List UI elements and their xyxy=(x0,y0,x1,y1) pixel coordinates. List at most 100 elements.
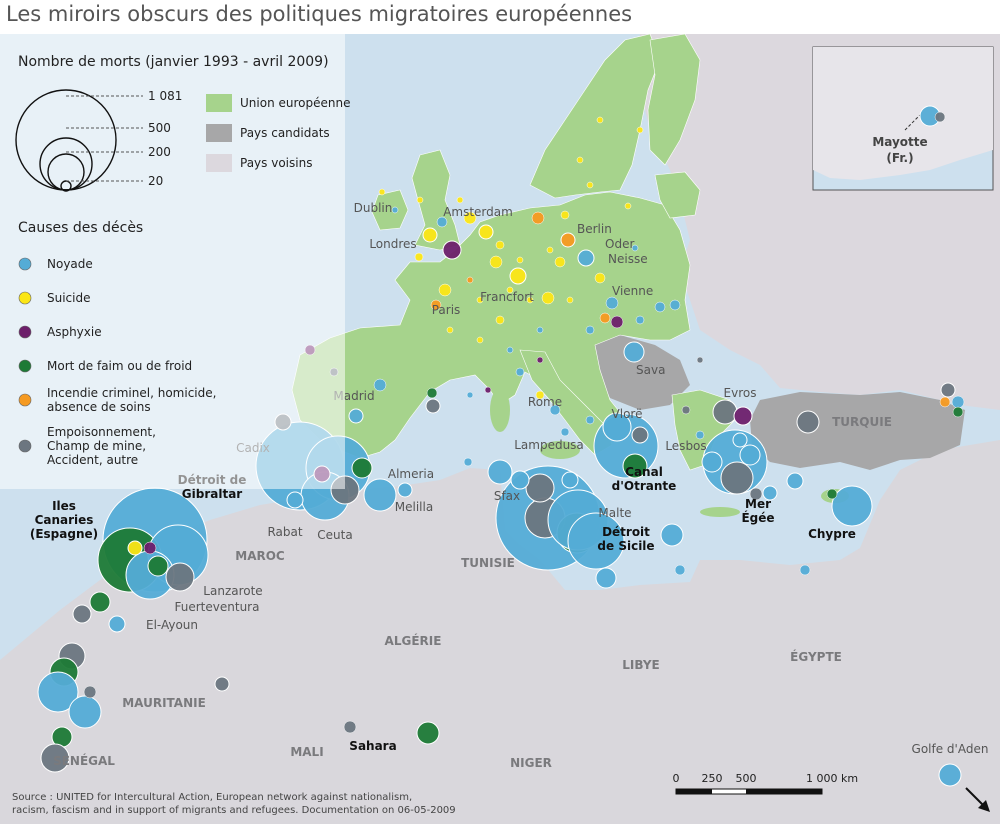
casualty-bubble-noyade xyxy=(695,430,705,440)
casualty-bubble-faim-froid xyxy=(826,488,838,500)
scale-tick-label: 0 xyxy=(673,772,680,785)
casualty-bubble-suicide xyxy=(594,272,606,284)
map-title: Les miroirs obscurs des politiques migra… xyxy=(6,2,633,26)
casualty-bubble-asphyxie xyxy=(143,541,157,555)
casualty-bubble-faim-froid xyxy=(416,721,440,745)
city-label-ceuta: Ceuta xyxy=(317,528,352,542)
casualty-bubble-incendie xyxy=(939,396,951,408)
casualty-bubble-empoisonnement xyxy=(525,473,555,503)
casualty-bubbles xyxy=(37,105,965,787)
casualty-bubble-noyade xyxy=(701,451,723,473)
casualty-bubble-suicide xyxy=(560,210,570,220)
casualty-bubble-empoisonnement xyxy=(40,743,70,773)
country-label-mauritanie: MAURITANIE xyxy=(122,696,206,710)
casualty-bubble-faim-froid xyxy=(147,555,169,577)
casualty-bubble-noyade xyxy=(466,391,474,399)
casualty-bubble-incendie xyxy=(599,312,611,324)
eu-baltics xyxy=(654,171,701,219)
north-arrow-icon xyxy=(965,787,990,812)
casualty-bubble-suicide xyxy=(476,336,484,344)
casualty-bubble-faim-froid xyxy=(622,453,648,479)
city-label-rabat: Rabat xyxy=(267,525,302,539)
casualty-bubble-empoisonnement xyxy=(72,604,92,624)
casualty-bubble-suicide xyxy=(516,256,524,264)
city-label-oder: Oder xyxy=(605,237,634,251)
casualty-bubble-asphyxie xyxy=(442,240,462,260)
hotspot-label-canal-d-otrante: Canal d'Otrante xyxy=(612,465,677,493)
casualty-bubble-suicide xyxy=(127,540,143,556)
casualty-bubble-suicide xyxy=(636,126,644,134)
casualty-bubble-noyade xyxy=(669,299,681,311)
source-line-1: Source : UNITED for Intercultural Action… xyxy=(12,792,412,803)
city-label-lanzarote: Lanzarote xyxy=(203,584,262,598)
city-label-vienne: Vienne xyxy=(612,284,653,298)
legend-zone-swatch-candidate xyxy=(206,124,232,142)
legend-cause-label-noyade: Noyade xyxy=(47,257,93,271)
country-label-tunisie: TUNISIE xyxy=(461,556,515,570)
scale-tick-label: 250 xyxy=(702,772,723,785)
casualty-bubble-faim-froid xyxy=(426,387,438,399)
casualty-bubble-noyade xyxy=(799,564,811,576)
city-label-el-ayoun: El-Ayoun xyxy=(146,618,198,632)
city-label-sfax: Sfax xyxy=(494,489,520,503)
hotspot-label-sahara: Sahara xyxy=(349,739,396,753)
casualty-bubble-suicide xyxy=(509,267,527,285)
africa-landmass xyxy=(0,440,1000,824)
city-label-francfort: Francfort xyxy=(480,290,534,304)
casualty-bubble-noyade xyxy=(674,564,686,576)
casualty-bubble-faim-froid xyxy=(351,457,373,479)
legend-cause-dot-noyade xyxy=(18,257,32,271)
legend-zone-label-eu: Union européenne xyxy=(240,96,350,110)
inset-label-fr: (Fr.) xyxy=(886,151,913,165)
inset-pointer xyxy=(904,114,921,131)
casualty-bubble-noyade xyxy=(654,301,666,313)
casualty-bubble-empoisonnement xyxy=(681,405,691,415)
source-line-2: racism, fascism and in support of migran… xyxy=(12,805,456,816)
legend-panel xyxy=(0,34,345,489)
casualty-bubble-incendie xyxy=(531,211,545,225)
city-label-londres: Londres xyxy=(369,237,416,251)
balkans-candidate xyxy=(590,335,690,410)
casualty-bubble-suicide xyxy=(422,227,438,243)
casualty-bubble-noyade xyxy=(436,216,448,228)
casualty-bubble-suicide xyxy=(438,283,452,297)
casualty-bubble-suicide xyxy=(495,315,505,325)
city-label-fuerteventura: Fuerteventura xyxy=(175,600,260,614)
casualty-bubble-suicide xyxy=(566,296,574,304)
eu-finland xyxy=(647,34,701,166)
city-label-almeria: Almeria xyxy=(388,467,434,481)
legend-cause-dot-faim-froid xyxy=(18,359,32,373)
scale-bar-segment xyxy=(676,789,712,794)
casualty-bubble-suicide xyxy=(446,326,454,334)
casualty-bubble-suicide xyxy=(624,202,632,210)
city-label-amsterdam: Amsterdam xyxy=(443,205,513,219)
legend-size-value: 200 xyxy=(148,145,171,159)
casualty-bubble-suicide xyxy=(378,188,386,196)
city-label-vlore: Vlorë xyxy=(612,407,643,421)
casualty-bubble-noyade xyxy=(585,325,595,335)
country-label-mali: MALI xyxy=(290,745,323,759)
country-label-libye: LIBYE xyxy=(622,658,660,672)
city-label-berlin: Berlin xyxy=(577,222,612,236)
legend-cause-dot-incendie xyxy=(18,393,32,407)
legend-size-circle xyxy=(47,153,85,191)
casualty-bubble-incendie xyxy=(560,232,576,248)
casualty-bubble-suicide xyxy=(463,211,477,225)
casualty-bubble-noyade xyxy=(506,346,514,354)
casualty-bubble-noyade xyxy=(938,763,962,787)
casualty-bubble-suicide xyxy=(506,286,514,294)
casualty-bubble-noyade xyxy=(951,395,965,409)
country-label-senegal: SÉNÉGAL xyxy=(53,753,115,768)
casualty-bubble-suicide xyxy=(576,156,584,164)
casualty-bubble-noyade xyxy=(732,432,748,448)
casualty-bubble-noyade xyxy=(391,206,399,214)
legend-zone-label-candidate: Pays candidats xyxy=(240,126,330,140)
legend-cause-dot-empoisonnement xyxy=(18,439,32,453)
legend-cause-label-incendie: Incendie criminel, homicide, absence de s… xyxy=(47,386,216,414)
casualty-bubble-noyade xyxy=(567,512,625,570)
city-label-dublin: Dublin xyxy=(354,201,393,215)
legend-size-circles: 1 081 500 200 20 xyxy=(15,89,182,192)
casualty-bubble-suicide xyxy=(478,224,494,240)
